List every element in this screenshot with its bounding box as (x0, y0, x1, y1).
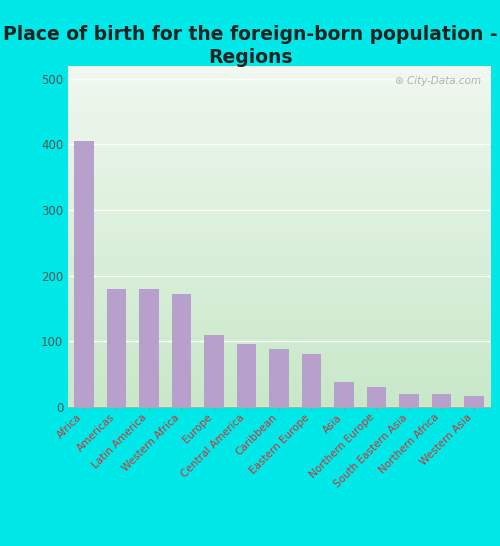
Bar (204, 335, 224, 407)
Bar (302, 354, 321, 407)
Bar (366, 387, 386, 407)
Bar (432, 394, 451, 407)
Bar (74, 141, 94, 407)
Bar (399, 394, 418, 407)
Bar (172, 294, 191, 407)
Bar (334, 383, 353, 407)
Text: ⊛ City-Data.com: ⊛ City-Data.com (396, 76, 482, 86)
Bar (139, 289, 158, 407)
Text: Place of birth for the foreign-born population -
Regions: Place of birth for the foreign-born popu… (2, 25, 498, 67)
Bar (236, 345, 256, 407)
Bar (464, 396, 483, 407)
Bar (106, 289, 126, 407)
Bar (269, 349, 288, 407)
